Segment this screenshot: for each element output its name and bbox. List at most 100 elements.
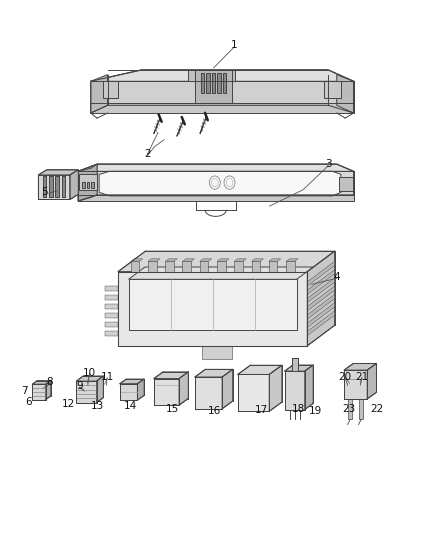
Polygon shape	[223, 73, 226, 93]
Polygon shape	[285, 365, 313, 371]
Polygon shape	[49, 176, 53, 197]
Polygon shape	[195, 369, 233, 377]
Polygon shape	[118, 251, 335, 272]
Polygon shape	[78, 164, 97, 201]
Polygon shape	[286, 261, 295, 272]
Polygon shape	[42, 176, 46, 197]
Polygon shape	[201, 73, 204, 93]
Polygon shape	[39, 175, 70, 199]
Polygon shape	[217, 73, 221, 93]
Polygon shape	[106, 322, 118, 327]
Polygon shape	[77, 381, 97, 402]
Polygon shape	[206, 73, 210, 93]
Polygon shape	[32, 384, 46, 400]
Polygon shape	[234, 259, 246, 261]
Polygon shape	[70, 170, 78, 199]
Text: 5: 5	[41, 187, 48, 197]
Polygon shape	[120, 384, 138, 400]
Polygon shape	[154, 372, 188, 378]
Polygon shape	[307, 303, 335, 327]
Text: 6: 6	[26, 397, 32, 407]
Polygon shape	[129, 267, 313, 279]
Polygon shape	[165, 259, 177, 261]
Polygon shape	[55, 176, 59, 197]
Polygon shape	[200, 259, 212, 261]
Text: 2: 2	[144, 149, 151, 159]
Polygon shape	[87, 182, 89, 188]
Polygon shape	[251, 259, 264, 261]
Polygon shape	[367, 364, 377, 399]
Polygon shape	[46, 381, 51, 400]
Polygon shape	[217, 259, 229, 261]
Polygon shape	[106, 313, 118, 318]
Text: 16: 16	[208, 406, 222, 416]
Polygon shape	[103, 81, 118, 98]
Polygon shape	[307, 261, 335, 286]
Polygon shape	[78, 195, 353, 201]
Polygon shape	[106, 304, 118, 309]
Polygon shape	[234, 261, 243, 272]
Text: 4: 4	[333, 272, 340, 282]
Polygon shape	[39, 170, 78, 175]
Text: 8: 8	[47, 377, 53, 387]
Text: 18: 18	[292, 403, 306, 414]
Polygon shape	[212, 73, 215, 93]
Polygon shape	[217, 261, 226, 272]
Polygon shape	[195, 377, 222, 409]
Polygon shape	[91, 70, 353, 87]
Text: 21: 21	[355, 372, 369, 382]
Polygon shape	[179, 372, 188, 405]
Polygon shape	[99, 171, 341, 196]
Polygon shape	[78, 164, 353, 171]
Polygon shape	[183, 261, 191, 272]
Polygon shape	[238, 375, 269, 411]
Polygon shape	[202, 346, 232, 359]
Polygon shape	[91, 103, 353, 113]
Polygon shape	[269, 259, 281, 261]
Polygon shape	[188, 70, 235, 81]
Polygon shape	[131, 261, 139, 272]
Text: 7: 7	[21, 386, 28, 397]
Polygon shape	[32, 381, 51, 384]
Text: 19: 19	[309, 406, 322, 416]
Polygon shape	[154, 378, 179, 405]
Polygon shape	[78, 164, 97, 201]
Polygon shape	[78, 164, 353, 175]
Polygon shape	[348, 399, 352, 419]
Text: 23: 23	[342, 403, 355, 414]
Polygon shape	[285, 371, 305, 409]
Polygon shape	[131, 259, 143, 261]
Polygon shape	[91, 182, 94, 188]
Text: 12: 12	[62, 399, 75, 409]
Polygon shape	[307, 270, 335, 294]
Polygon shape	[91, 81, 353, 103]
Polygon shape	[77, 376, 103, 381]
Polygon shape	[183, 259, 194, 261]
Polygon shape	[106, 331, 118, 336]
Text: 13: 13	[90, 401, 104, 411]
Polygon shape	[324, 81, 341, 98]
Polygon shape	[148, 259, 160, 261]
Text: 3: 3	[325, 159, 332, 169]
Polygon shape	[61, 176, 65, 197]
Polygon shape	[307, 294, 335, 319]
Polygon shape	[286, 259, 298, 261]
Polygon shape	[148, 261, 157, 272]
Polygon shape	[292, 358, 298, 371]
Text: 20: 20	[339, 372, 352, 382]
Polygon shape	[78, 171, 353, 195]
Text: 10: 10	[83, 368, 96, 378]
Polygon shape	[344, 364, 377, 370]
Text: 17: 17	[254, 405, 268, 415]
Polygon shape	[129, 279, 297, 330]
Polygon shape	[251, 261, 260, 272]
Polygon shape	[238, 365, 282, 375]
Text: 9: 9	[76, 381, 83, 391]
Polygon shape	[307, 286, 335, 311]
Polygon shape	[194, 70, 233, 103]
Polygon shape	[91, 70, 353, 81]
Polygon shape	[138, 379, 144, 400]
Polygon shape	[305, 365, 313, 409]
Polygon shape	[269, 261, 277, 272]
Text: 1: 1	[230, 40, 237, 50]
